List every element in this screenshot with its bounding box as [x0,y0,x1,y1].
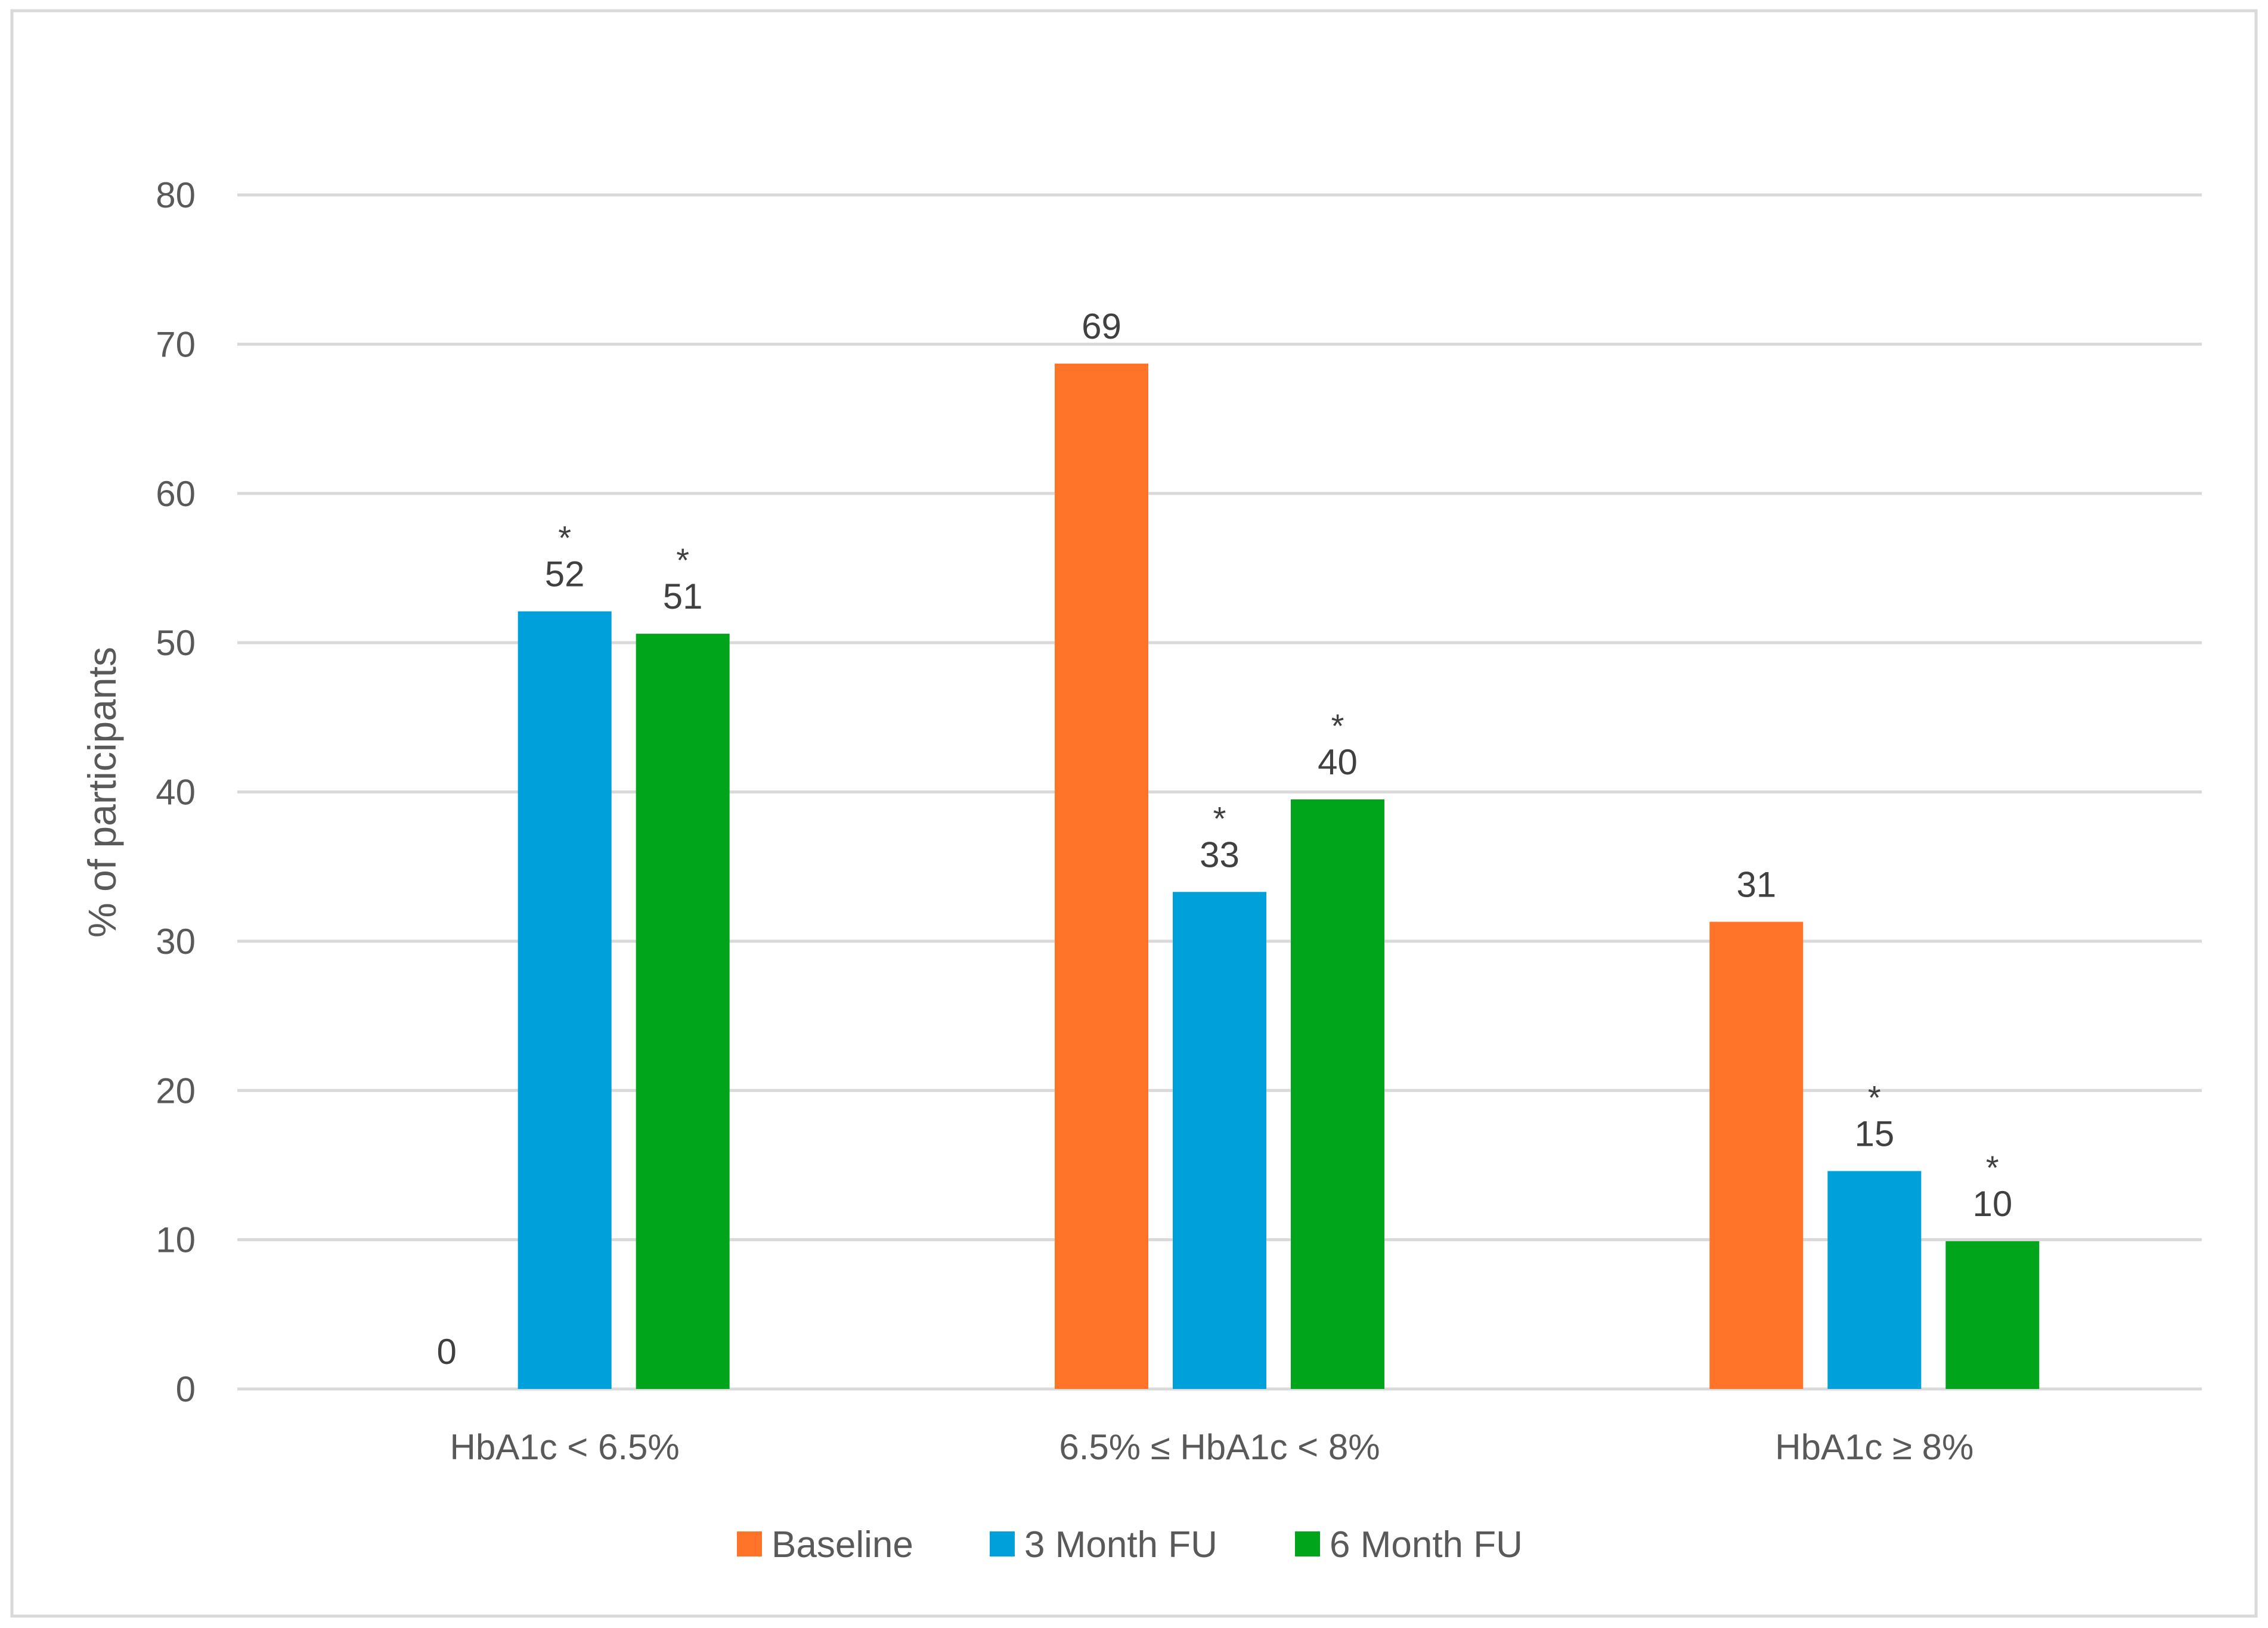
x-category-label-2: HbA1c ≥ 8% [1775,1427,1973,1467]
legend-label-1: 3 Month FU [1024,1524,1217,1565]
significance-marker-2-2: * [1986,1149,1999,1186]
y-tick-label-30: 30 [156,922,196,962]
y-tick-label-0: 0 [176,1369,196,1409]
legend-swatch-0 [737,1531,762,1556]
data-label-2-0: 51 [663,576,703,616]
data-label-0-1: 69 [1082,306,1121,346]
y-tick-label-70: 70 [156,324,196,364]
bar-2-0 [636,634,730,1389]
y-tick-label-40: 40 [156,773,196,813]
y-tick-label-80: 80 [156,175,196,215]
x-category-label-1: 6.5% ≤ HbA1c < 8% [1059,1427,1380,1467]
y-tick-label-10: 10 [156,1220,196,1260]
legend-swatch-2 [1295,1531,1320,1556]
bar-1-1 [1173,892,1266,1389]
bar-2-1 [1291,799,1384,1389]
significance-marker-2-1: * [1331,707,1344,745]
significance-marker-1-2: * [1868,1078,1881,1116]
significance-marker-1-0: * [558,519,571,557]
x-category-label-0: HbA1c < 6.5% [450,1427,680,1467]
bar-0-1 [1055,363,1148,1389]
data-label-1-0: 52 [545,554,585,594]
y-axis-title: % of participants [80,647,124,938]
data-label-2-1: 40 [1318,742,1358,782]
y-tick-label-20: 20 [156,1071,196,1111]
data-label-1-1: 33 [1200,835,1240,875]
bar-2-2 [1945,1241,2040,1389]
legend-label-0: Baseline [772,1524,913,1565]
bar-1-0 [518,611,612,1389]
data-label-0-2: 31 [1736,864,1776,904]
legend-swatch-1 [990,1531,1015,1556]
legend: Baseline 3 Month FU 6 Month FU [737,1524,1523,1565]
legend-label-2: 6 Month FU [1330,1524,1523,1565]
significance-marker-1-1: * [1213,799,1226,837]
significance-marker-2-0: * [676,541,689,579]
bar-0-2 [1709,922,1804,1389]
bar-1-2 [1827,1171,1922,1389]
data-label-0-0: 0 [436,1332,456,1372]
y-tick-label-50: 50 [156,623,196,663]
data-label-2-2: 10 [1972,1184,2012,1224]
data-label-1-2: 15 [1854,1114,1894,1153]
y-tick-label-60: 60 [156,474,196,514]
